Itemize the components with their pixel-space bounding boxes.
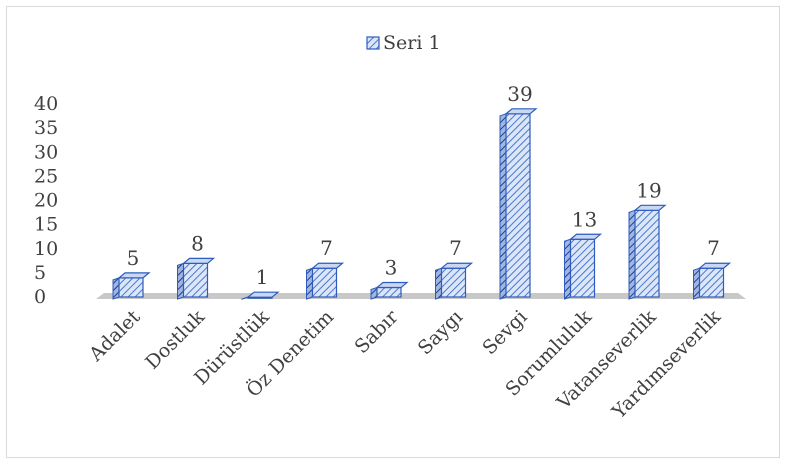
data-label: 7 [707,236,720,260]
data-label: 7 [449,236,462,260]
y-tick-label: 35 [34,117,58,139]
bar-front [634,209,660,298]
bar-side [499,113,507,300]
bar-side [693,267,700,300]
y-tick-label: 30 [34,141,58,163]
legend-swatch [366,36,380,50]
data-label: 8 [191,231,204,255]
bar [499,108,538,300]
bar [435,262,474,300]
bar-side [564,238,571,300]
y-tick-label: 5 [34,262,46,284]
bar-side [112,277,120,300]
bar [177,257,216,300]
bar-front [698,267,725,298]
data-label: 19 [636,178,661,202]
bar-front [505,113,531,298]
bar-top [568,233,603,240]
bar [112,272,151,300]
y-tick-label: 15 [34,214,58,236]
bar-top [439,262,474,269]
bar-side [628,209,636,300]
bar-side [435,267,442,300]
bar-top [504,108,538,115]
bar-front [569,238,596,298]
x-tick-label: Adalet [84,306,144,366]
bar-front [118,277,144,298]
bar-side [306,267,313,300]
bar [628,204,667,300]
data-label: 7 [320,236,333,260]
bar-top [246,291,280,298]
legend-label: Seri 1 [383,32,441,54]
data-label: 1 [256,265,269,289]
bar [306,262,345,300]
bar-side [177,262,184,300]
x-tick-label: Sevgi [478,306,531,359]
bar-top [375,281,409,289]
legend: Seri 1 [366,32,441,54]
bar-top [633,204,667,211]
y-tick-label: 20 [34,190,58,212]
data-label: 39 [507,82,532,106]
bar [564,233,603,300]
data-label: 3 [385,256,398,280]
bar-front [440,267,467,298]
data-label: 13 [572,207,597,231]
y-tick-label: 40 [34,93,58,115]
y-tick-label: 10 [34,238,58,260]
x-tick-label: Sabır [350,305,403,358]
data-label: 5 [127,246,140,270]
bar-front [376,286,402,298]
bar [370,281,409,300]
bar-top [181,257,216,264]
bar [693,262,732,300]
x-tick-label: Yardımseverlik [607,306,725,424]
bar-front [182,262,209,298]
x-tick-label: Saygı [414,306,467,359]
bar-top [697,262,732,269]
bar-front [311,267,338,298]
y-tick-label: 25 [34,165,58,187]
bar-top [117,272,151,279]
bar [241,291,280,300]
y-tick-label: 0 [34,286,46,308]
bar-top [310,262,345,269]
bar-side [370,286,378,300]
